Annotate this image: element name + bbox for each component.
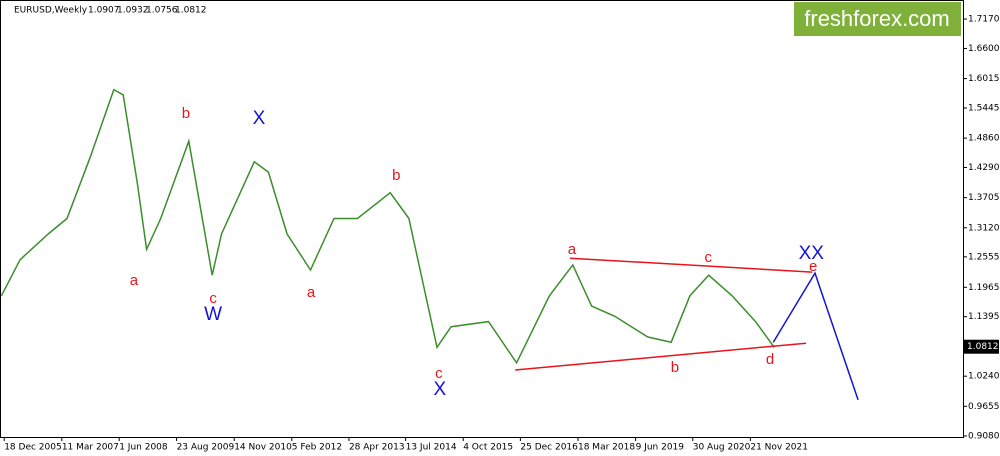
symbol: EURUSD,Weekly <box>14 6 88 16</box>
wave-label: a <box>307 284 316 301</box>
wave-label: W <box>204 304 222 325</box>
trendline <box>772 271 859 401</box>
y-tick-label: 1.4860 <box>968 134 1000 144</box>
y-tick-label: 1.7170 <box>968 15 1000 25</box>
wave-label: c <box>435 365 443 382</box>
y-tick-label: 0.9655 <box>968 402 1000 412</box>
trendline <box>515 342 807 371</box>
price-line <box>0 88 775 365</box>
y-tick-label: 1.0240 <box>968 372 1000 382</box>
ohlc-high: 1.0932 <box>117 6 149 16</box>
x-tick-label: 14 Nov 2010 <box>234 443 292 453</box>
price-marker-label: 1.0812 <box>967 342 999 352</box>
price-marker <box>963 339 999 354</box>
ohlc-open: 1.0907 <box>88 6 120 16</box>
plot-frame <box>0 0 964 438</box>
y-tick-label: 0.9080 <box>968 431 1000 441</box>
wave-label: d <box>766 351 774 368</box>
wave-label: b <box>182 105 190 122</box>
wave-label: a <box>568 241 577 258</box>
x-tick-label: 4 Oct 2015 <box>463 443 513 453</box>
x-tick-label: 23 Aug 2009 <box>177 443 235 453</box>
x-tick-label: 9 Jun 2019 <box>636 443 685 453</box>
wave-label: X <box>433 379 446 400</box>
y-tick-label: 1.5445 <box>968 103 1000 113</box>
x-tick-label: 28 Apr 2013 <box>349 443 405 453</box>
x-tick-label: 18 Dec 2005 <box>4 443 62 453</box>
y-tick-label: 1.2555 <box>968 252 1000 262</box>
ohlc-close: 1.0812 <box>175 6 207 16</box>
wave-label: c <box>704 249 712 266</box>
x-tick-label: 30 Aug 2020 <box>693 443 751 453</box>
y-tick-label: 1.1395 <box>968 312 1000 322</box>
y-tick-label: 1.3120 <box>968 223 1000 233</box>
logo-box <box>794 2 961 36</box>
x-tick-label: 18 Mar 2018 <box>578 443 635 453</box>
logo: freshforex.com <box>804 6 950 31</box>
x-tick-label: 11 Mar 2007 <box>62 443 119 453</box>
wave-label: b <box>671 359 679 376</box>
y-tick-label: 1.4290 <box>968 163 1000 173</box>
y-tick-label: 1.1965 <box>968 283 1000 293</box>
x-tick-label: 13 Jul 2014 <box>406 443 457 453</box>
y-tick-label: 1.6600 <box>968 44 1000 54</box>
y-tick-label: 1.3705 <box>968 193 1000 203</box>
ohlc-low: 1.0756 <box>146 6 178 16</box>
x-tick-label: 21 Nov 2021 <box>750 443 808 453</box>
wave-label: c <box>209 290 217 307</box>
wave-label: X <box>253 108 266 129</box>
wave-label: a <box>130 272 139 289</box>
y-tick-label: 1.6015 <box>968 74 1000 84</box>
x-tick-label: 25 Dec 2016 <box>520 443 578 453</box>
x-tick-label: 1 Jun 2008 <box>119 443 168 453</box>
trendline <box>569 257 813 273</box>
wave-label: e <box>809 258 817 275</box>
x-tick-label: 5 Feb 2012 <box>292 443 342 453</box>
wave-label: XX <box>799 243 825 264</box>
wave-label: b <box>392 167 400 184</box>
